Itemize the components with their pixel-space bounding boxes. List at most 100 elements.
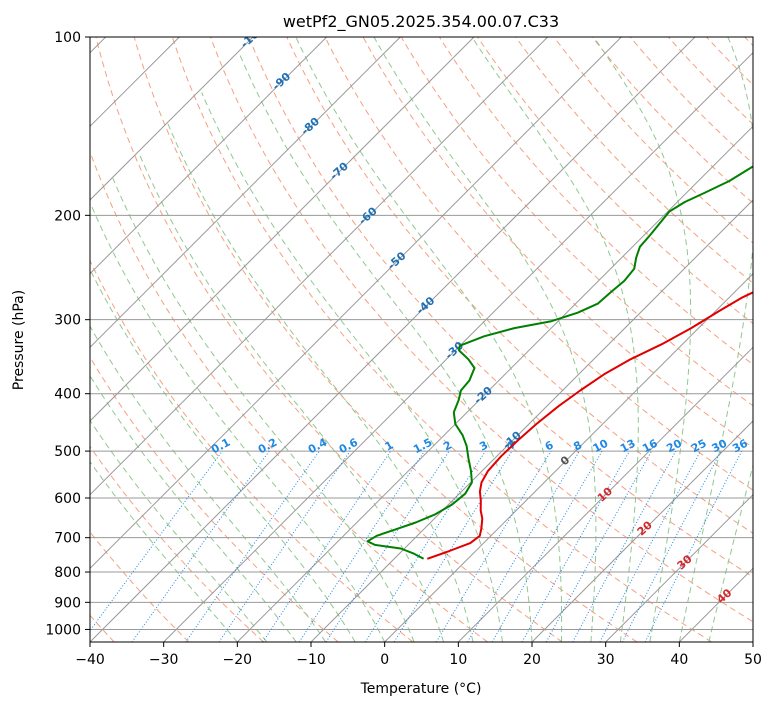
mixing-ratio-line <box>644 450 743 642</box>
isotherm <box>236 125 753 642</box>
mixing-ratio-label: 36 <box>730 437 750 456</box>
x-tick-label: −40 <box>75 652 105 668</box>
x-tick-label: −20 <box>223 652 253 668</box>
mixing-ratio-line <box>218 450 351 642</box>
dry-adiabat <box>90 259 414 642</box>
mixing-ratio-line <box>298 450 425 642</box>
y-tick-label: 200 <box>54 208 81 224</box>
isotherm <box>90 37 696 642</box>
mixing-ratio-label: 25 <box>689 437 709 456</box>
x-tick-label: 20 <box>523 652 541 668</box>
x-tick-label: 0 <box>380 652 389 668</box>
moist-adiabat <box>295 37 563 642</box>
y-tick-label: 100 <box>54 30 81 46</box>
y-tick-label: 700 <box>54 531 81 547</box>
mixing-ratio-label: 20 <box>664 436 684 455</box>
mixing-ratio-label: 1.5 <box>411 436 434 457</box>
y-axis-label: Pressure (hPa) <box>11 290 27 390</box>
dry-adiabat <box>477 37 753 325</box>
temperature-line <box>426 291 753 560</box>
dry-adiabat <box>95 37 563 642</box>
mixing-ratio-label: 10 <box>591 436 611 455</box>
mixing-ratio-label: 0.1 <box>209 436 232 457</box>
x-axis: −40 −30 −20 −10 0 10 20 30 40 50 <box>75 642 762 668</box>
x-tick-label: 10 <box>449 652 467 668</box>
mixing-ratio-label: 0.4 <box>306 436 330 457</box>
isotherm <box>531 420 753 642</box>
x-tick-label: 40 <box>670 652 688 668</box>
dry-adiabat <box>90 531 190 642</box>
moist-adiabat <box>90 268 356 642</box>
isotherm <box>90 37 254 201</box>
mixing-ratio-line <box>467 450 580 642</box>
moist-adiabat <box>138 152 445 642</box>
mixing-ratio-line <box>393 450 513 642</box>
moist-adiabat <box>471 37 639 642</box>
x-tick-label: −30 <box>149 652 179 668</box>
dry-adiabat <box>171 37 712 642</box>
moist-adiabat <box>201 92 503 642</box>
isotherm <box>752 641 753 642</box>
y-tick-label: 600 <box>54 491 81 507</box>
isotherm <box>90 37 475 422</box>
chart-title: wetPf2_GN05.2025.354.00.07.C33 <box>283 12 559 32</box>
mixing-ratio-line <box>545 450 653 642</box>
isotherm <box>90 37 401 349</box>
mixing-ratio-label: 16 <box>640 437 660 456</box>
isotherm <box>90 37 622 570</box>
moist-adiabat <box>90 203 386 642</box>
y-axis: 100 200 300 400 500 600 700 800 900 1000 <box>45 30 90 638</box>
x-axis-label: Temperature (°C) <box>360 681 482 697</box>
moist-adiabat <box>90 325 327 642</box>
plot-area: 0.1 0.2 0.4 0.6 1 1.5 2 3 4 6 8 10 13 16 20 25 30 36-100-… <box>90 37 753 642</box>
mixing-ratio-line <box>572 450 677 642</box>
dewpoint-line <box>366 165 753 560</box>
dry-adiabat <box>90 150 488 642</box>
y-tick-label: 900 <box>54 595 81 611</box>
moist-adiabat <box>166 122 474 642</box>
isotherm <box>605 493 753 642</box>
x-tick-label: 50 <box>744 652 762 668</box>
mixing-ratio-label: 0.6 <box>337 436 361 457</box>
mixing-ratio-line <box>131 450 270 642</box>
x-tick-label: 30 <box>597 652 615 668</box>
mixing-ratio-line <box>599 450 701 642</box>
moist-adiabat <box>678 37 753 642</box>
dry-adiabat <box>706 37 753 86</box>
x-tick-label: −10 <box>296 652 326 668</box>
y-tick-label: 1000 <box>45 622 81 638</box>
dry-adiabat <box>400 37 753 407</box>
mixing-ratio-line <box>325 450 450 642</box>
plot-frame <box>89 36 754 643</box>
dry-adiabat <box>90 445 264 642</box>
isotherm <box>310 199 753 642</box>
isotherm <box>90 37 328 275</box>
mixing-ratio-line <box>491 450 603 642</box>
mixing-ratio-line <box>521 450 630 642</box>
isotherm <box>457 346 753 642</box>
mixing-ratio-line <box>435 450 552 642</box>
mixing-ratio-line <box>262 450 392 642</box>
moist-adiabat <box>373 37 597 642</box>
moist-adiabat <box>90 419 268 642</box>
dry-adiabat <box>515 37 753 284</box>
moist-adiabat <box>593 37 692 642</box>
dry-adiabat <box>668 37 753 125</box>
isotherm <box>90 37 549 496</box>
dry-adiabat <box>553 37 753 244</box>
dry-adiabat <box>133 37 638 642</box>
y-tick-label: 500 <box>54 444 81 460</box>
dry-adiabat <box>591 37 753 204</box>
y-tick-label: 800 <box>54 565 81 581</box>
isotherm <box>384 272 753 642</box>
y-tick-label: 300 <box>54 313 81 329</box>
mixing-ratio-label: 13 <box>618 437 638 456</box>
dry-adiabat <box>248 37 753 578</box>
mixing-ratio-label: 30 <box>710 437 730 456</box>
isotherm <box>163 51 753 642</box>
moist-adiabat <box>90 460 238 642</box>
dry-adiabat <box>324 37 753 491</box>
moist-adiabat <box>112 177 415 642</box>
moist-adiabat <box>90 374 297 642</box>
